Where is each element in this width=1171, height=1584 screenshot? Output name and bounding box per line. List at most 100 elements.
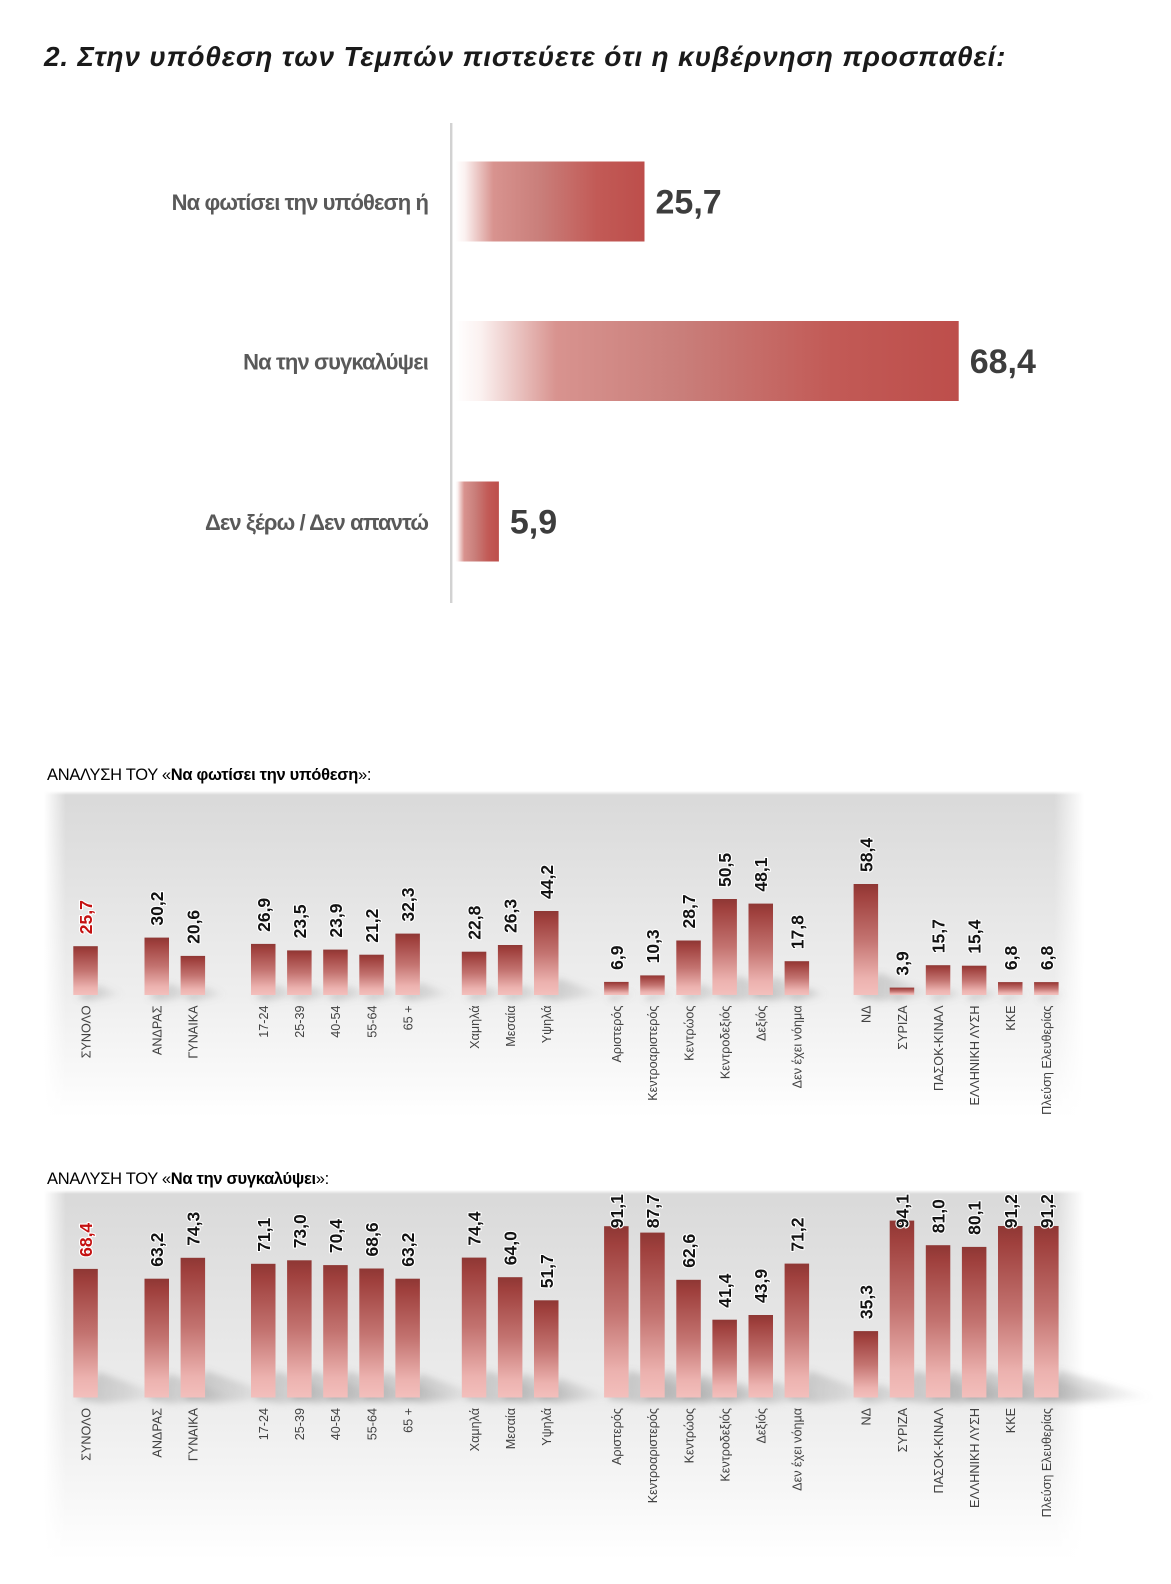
svg-text:ΣΥΡΙΖΑ: ΣΥΡΙΖΑ	[896, 1407, 910, 1452]
svg-text:Πλεύση Ελευθερίας: Πλεύση Ελευθερίας	[1040, 1006, 1054, 1115]
svg-text:55-64: 55-64	[365, 1006, 379, 1038]
svg-text:Δεξιός: Δεξιός	[755, 1006, 769, 1042]
svg-text:Δεν έχει νόημα: Δεν έχει νόημα	[791, 1408, 805, 1491]
svg-text:74,3: 74,3	[183, 1211, 203, 1245]
svg-text:70,4: 70,4	[326, 1219, 346, 1253]
svg-text:22,8: 22,8	[465, 905, 485, 939]
svg-text:91,2: 91,2	[1001, 1194, 1021, 1228]
svg-text:91,1: 91,1	[607, 1194, 627, 1228]
svg-text:87,7: 87,7	[643, 1194, 663, 1228]
svg-text:51,7: 51,7	[537, 1254, 557, 1288]
svg-text:41,4: 41,4	[715, 1273, 735, 1307]
svg-text:Πλεύση Ελευθερίας: Πλεύση Ελευθερίας	[1040, 1408, 1054, 1517]
svg-text:74,4: 74,4	[465, 1211, 485, 1245]
svg-text:ΣΥΡΙΖΑ: ΣΥΡΙΖΑ	[896, 1005, 910, 1050]
svg-text:ΓΥΝΑΙΚΑ: ΓΥΝΑΙΚΑ	[187, 1407, 201, 1461]
svg-text:68,6: 68,6	[362, 1222, 382, 1256]
svg-text:63,2: 63,2	[398, 1232, 418, 1266]
svg-text:26,9: 26,9	[254, 898, 274, 932]
svg-text:Να την συγκαλύψει: Να την συγκαλύψει	[243, 350, 429, 375]
svg-text:5,9: 5,9	[510, 504, 557, 542]
svg-text:Δεξιός: Δεξιός	[755, 1408, 769, 1444]
svg-text:Μεσαία: Μεσαία	[504, 1408, 518, 1449]
svg-text:81,0: 81,0	[929, 1199, 949, 1233]
svg-text:2. Στην υπόθεση των Τεμπών πισ: 2. Στην υπόθεση των Τεμπών πιστεύετε ότι…	[43, 41, 1006, 72]
svg-text:80,1: 80,1	[965, 1201, 985, 1235]
svg-text:Χαμηλά: Χαμηλά	[468, 1006, 482, 1049]
svg-text:25,7: 25,7	[656, 184, 722, 222]
svg-text:94,1: 94,1	[893, 1194, 913, 1228]
svg-text:28,7: 28,7	[679, 894, 699, 928]
svg-text:17-24: 17-24	[257, 1408, 271, 1440]
svg-text:3,9: 3,9	[893, 951, 913, 976]
svg-text:ΑΝΑΛΥΣΗ ΤΟΥ «Να φωτίσει την υπ: ΑΝΑΛΥΣΗ ΤΟΥ «Να φωτίσει την υπόθεση»:	[47, 766, 371, 784]
svg-text:15,7: 15,7	[929, 919, 949, 953]
svg-text:23,5: 23,5	[290, 904, 310, 938]
svg-text:32,3: 32,3	[398, 887, 418, 921]
svg-text:25,7: 25,7	[76, 900, 96, 934]
svg-text:15,4: 15,4	[965, 919, 985, 953]
svg-text:63,2: 63,2	[147, 1232, 167, 1266]
svg-text:ΕΛΛΗΝΙΚΗ ΛΥΣΗ: ΕΛΛΗΝΙΚΗ ΛΥΣΗ	[968, 1006, 982, 1106]
svg-text:Αριστερός: Αριστερός	[610, 1006, 624, 1063]
svg-text:ΝΔ: ΝΔ	[860, 1005, 874, 1023]
svg-text:6,8: 6,8	[1037, 946, 1057, 971]
svg-text:Χαμηλά: Χαμηλά	[468, 1408, 482, 1451]
svg-text:71,1: 71,1	[254, 1217, 274, 1251]
svg-text:68,4: 68,4	[76, 1223, 96, 1257]
svg-text:Κεντροαριστερός: Κεντροαριστερός	[646, 1408, 660, 1503]
svg-text:Κεντροδεξιός: Κεντροδεξιός	[718, 1006, 732, 1080]
svg-text:ΣΥΝΟΛΟ: ΣΥΝΟΛΟ	[79, 1005, 93, 1058]
svg-text:ΠΑΣΟΚ-ΚΙΝΑΛ: ΠΑΣΟΚ-ΚΙΝΑΛ	[932, 1407, 946, 1493]
svg-text:65 +: 65 +	[401, 1408, 415, 1433]
svg-text:ΕΛΛΗΝΙΚΗ ΛΥΣΗ: ΕΛΛΗΝΙΚΗ ΛΥΣΗ	[968, 1408, 982, 1508]
svg-text:71,2: 71,2	[787, 1217, 807, 1251]
svg-text:6,9: 6,9	[607, 945, 627, 970]
svg-text:44,2: 44,2	[537, 865, 557, 899]
svg-text:25-39: 25-39	[293, 1408, 307, 1440]
svg-text:Δεν ξέρω / Δεν απαντώ: Δεν ξέρω / Δεν απαντώ	[205, 510, 428, 535]
svg-text:ΑΝΔΡΑΣ: ΑΝΔΡΑΣ	[151, 1408, 165, 1458]
svg-text:Δεν έχει νόημα: Δεν έχει νόημα	[791, 1006, 805, 1089]
svg-text:ΑΝΔΡΑΣ: ΑΝΔΡΑΣ	[151, 1005, 165, 1055]
svg-text:ΓΥΝΑΙΚΑ: ΓΥΝΑΙΚΑ	[187, 1005, 201, 1059]
svg-text:17-24: 17-24	[257, 1006, 271, 1038]
svg-text:6,8: 6,8	[1001, 946, 1021, 971]
svg-text:ΝΔ: ΝΔ	[860, 1407, 874, 1425]
svg-text:ΣΥΝΟΛΟ: ΣΥΝΟΛΟ	[79, 1408, 93, 1461]
svg-text:20,6: 20,6	[183, 910, 203, 944]
svg-text:Να φωτίσει την υπόθεση ή: Να φωτίσει την υπόθεση ή	[172, 190, 429, 215]
svg-text:43,9: 43,9	[751, 1269, 771, 1303]
svg-text:Υψηλά: Υψηλά	[540, 1006, 554, 1044]
svg-text:50,5: 50,5	[715, 853, 735, 887]
svg-text:Κεντροδεξιός: Κεντροδεξιός	[718, 1408, 732, 1482]
svg-text:ΑΝΑΛΥΣΗ ΤΟΥ «Να την συγκαλύψει: ΑΝΑΛΥΣΗ ΤΟΥ «Να την συγκαλύψει»:	[47, 1170, 329, 1188]
svg-text:21,2: 21,2	[362, 908, 382, 942]
svg-text:35,3: 35,3	[856, 1285, 876, 1319]
svg-text:68,4: 68,4	[970, 343, 1036, 381]
svg-text:ΚΚΕ: ΚΚΕ	[1004, 1408, 1018, 1433]
svg-text:91,2: 91,2	[1037, 1194, 1057, 1228]
svg-text:Μεσαία: Μεσαία	[504, 1006, 518, 1047]
svg-text:26,3: 26,3	[501, 899, 521, 933]
svg-text:58,4: 58,4	[856, 838, 876, 872]
svg-text:73,0: 73,0	[290, 1214, 310, 1248]
svg-text:10,3: 10,3	[643, 929, 663, 963]
svg-text:Υψηλά: Υψηλά	[540, 1408, 554, 1446]
svg-text:17,8: 17,8	[787, 915, 807, 949]
svg-text:ΠΑΣΟΚ-ΚΙΝΑΛ: ΠΑΣΟΚ-ΚΙΝΑΛ	[932, 1005, 946, 1091]
svg-text:48,1: 48,1	[751, 857, 771, 891]
svg-text:Κεντρώος: Κεντρώος	[682, 1408, 696, 1463]
svg-text:55-64: 55-64	[365, 1408, 379, 1440]
svg-text:23,9: 23,9	[326, 903, 346, 937]
svg-text:Κεντρώος: Κεντρώος	[682, 1006, 696, 1061]
svg-text:40-54: 40-54	[329, 1006, 343, 1038]
svg-text:30,2: 30,2	[147, 891, 167, 925]
svg-text:64,0: 64,0	[501, 1231, 521, 1265]
svg-text:65 +: 65 +	[401, 1006, 415, 1031]
svg-text:25-39: 25-39	[293, 1006, 307, 1038]
svg-text:62,6: 62,6	[679, 1233, 699, 1267]
svg-text:ΚΚΕ: ΚΚΕ	[1004, 1006, 1018, 1031]
svg-text:Αριστερός: Αριστερός	[610, 1408, 624, 1465]
svg-text:40-54: 40-54	[329, 1408, 343, 1440]
